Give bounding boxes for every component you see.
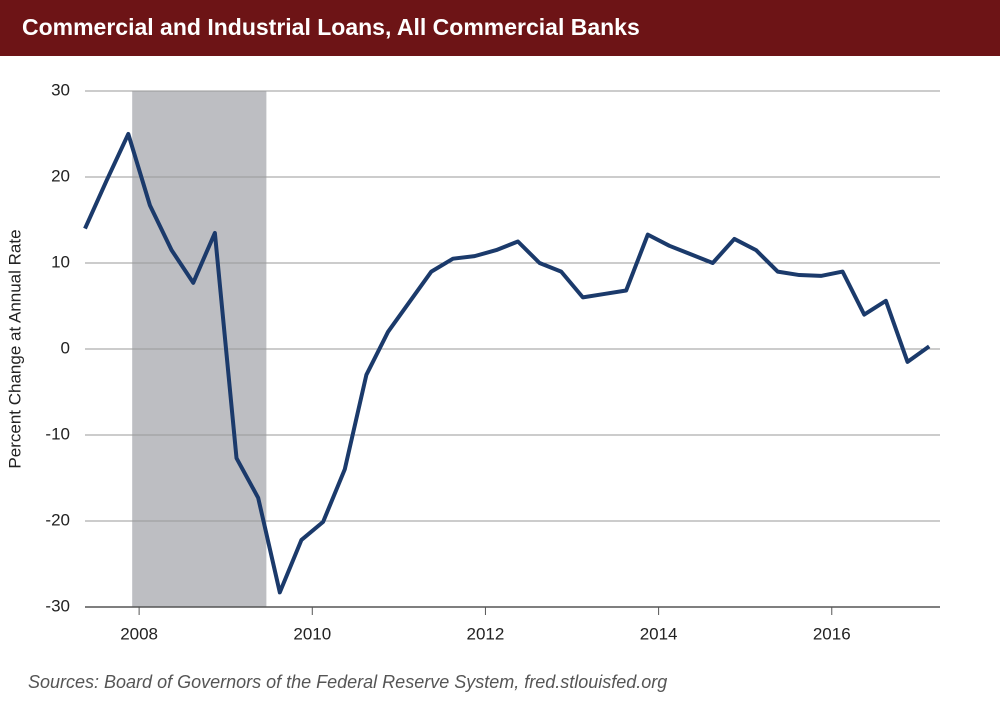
title-bar xyxy=(0,0,1000,56)
line-series xyxy=(83,132,931,595)
x-tick-label: 2012 xyxy=(467,624,505,643)
y-tick-label: -30 xyxy=(45,596,70,615)
x-tick-label: 2008 xyxy=(120,624,158,643)
y-tick-label: 10 xyxy=(51,252,70,271)
y-tick-label: 20 xyxy=(51,166,70,185)
source-note: Sources: Board of Governors of the Feder… xyxy=(28,672,667,692)
y-tick-label: -10 xyxy=(45,424,70,443)
x-tick-label: 2016 xyxy=(813,624,851,643)
y-tick-label: -20 xyxy=(45,510,70,529)
y-tick-label: 0 xyxy=(61,338,70,357)
x-tick-label: 2014 xyxy=(640,624,678,643)
chart-title: Commercial and Industrial Loans, All Com… xyxy=(22,14,640,40)
x-tick-label: 2010 xyxy=(293,624,331,643)
y-tick-label: 30 xyxy=(51,80,70,99)
y-axis-label: Percent Change at Annual Rate xyxy=(5,229,24,468)
